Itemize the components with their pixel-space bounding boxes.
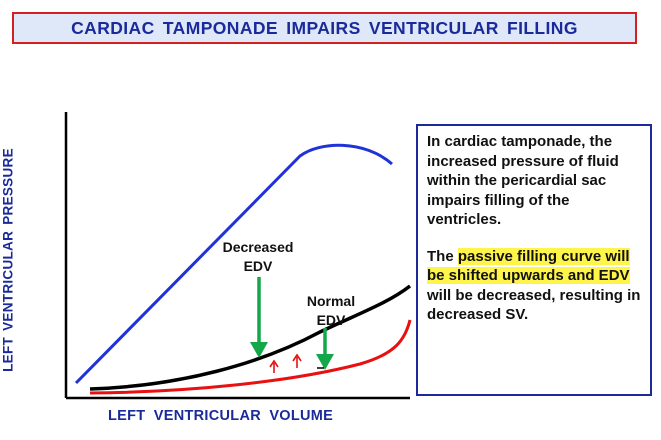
decreased-edv-arrow-icon bbox=[250, 277, 268, 358]
active-pressure-curve bbox=[74, 143, 393, 385]
normal-edv-label-line1: Normal bbox=[306, 293, 356, 309]
normal-edv-label-line2: EDV bbox=[316, 312, 346, 328]
explanation-paragraph-2: The passive filling curve will be shifte… bbox=[427, 247, 644, 325]
paragraph-2-suffix: will be decreased, resulting in decrease… bbox=[427, 286, 641, 324]
title-box: CARDIAC TAMPONADE IMPAIRS VENTRICULAR FI… bbox=[12, 12, 637, 44]
page-title: CARDIAC TAMPONADE IMPAIRS VENTRICULAR FI… bbox=[71, 17, 578, 38]
normal-edv-label: Normal EDV bbox=[296, 292, 366, 330]
shift-up-arrow-icon-2 bbox=[292, 353, 302, 368]
explanation-box: In cardiac tamponade, the increased pres… bbox=[416, 124, 652, 396]
decreased-edv-label-line1: Decreased bbox=[222, 239, 294, 255]
decreased-edv-label: Decreased EDV bbox=[215, 238, 301, 276]
explanation-paragraph-1: In cardiac tamponade, the increased pres… bbox=[427, 133, 619, 228]
highlighted-text: passive filling curve will be shifted up… bbox=[427, 247, 630, 284]
tamponade-filling-curve bbox=[89, 284, 412, 391]
normal-edv-arrow-icon bbox=[316, 328, 334, 370]
decreased-edv-label-line2: EDV bbox=[243, 258, 273, 274]
shift-up-arrow-icon-1 bbox=[269, 359, 279, 373]
paragraph-2-prefix: The bbox=[427, 247, 458, 265]
normal-filling-curve bbox=[89, 319, 412, 395]
x-axis-label: LEFT VENTRICULAR VOLUME bbox=[108, 408, 334, 424]
